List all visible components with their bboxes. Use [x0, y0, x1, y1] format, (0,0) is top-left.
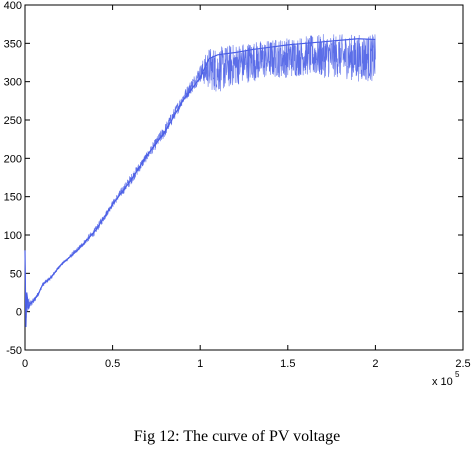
x-tick-label: 0.5 — [105, 358, 120, 370]
x-tick-label: 0 — [22, 358, 28, 370]
x-tick-label: 2 — [372, 358, 378, 370]
x-tick-label: 1.5 — [280, 358, 295, 370]
y-tick-label: 250 — [4, 115, 22, 127]
pv-voltage-trend-line — [24, 38, 376, 328]
y-tick-label: 150 — [4, 192, 22, 204]
y-tick-label: 50 — [10, 268, 22, 280]
y-tick-label: 350 — [4, 38, 22, 50]
y-tick-label: 0 — [16, 307, 22, 319]
y-tick-label: 100 — [4, 230, 22, 242]
x-multiplier-exponent: 5 — [455, 370, 460, 379]
x-multiplier-label: x 10 — [432, 376, 453, 388]
y-tick-label: 300 — [4, 77, 22, 89]
axis-ticks — [24, 4, 464, 351]
x-tick-label: 2.5 — [455, 358, 470, 370]
y-tick-label: 200 — [4, 153, 22, 165]
y-tick-label: -50 — [6, 345, 22, 357]
y-tick-label: 400 — [4, 0, 22, 12]
data-series — [24, 34, 376, 328]
figure-caption: Fig 12: The curve of PV voltage — [133, 428, 341, 445]
x-tick-label: 1 — [197, 358, 203, 370]
